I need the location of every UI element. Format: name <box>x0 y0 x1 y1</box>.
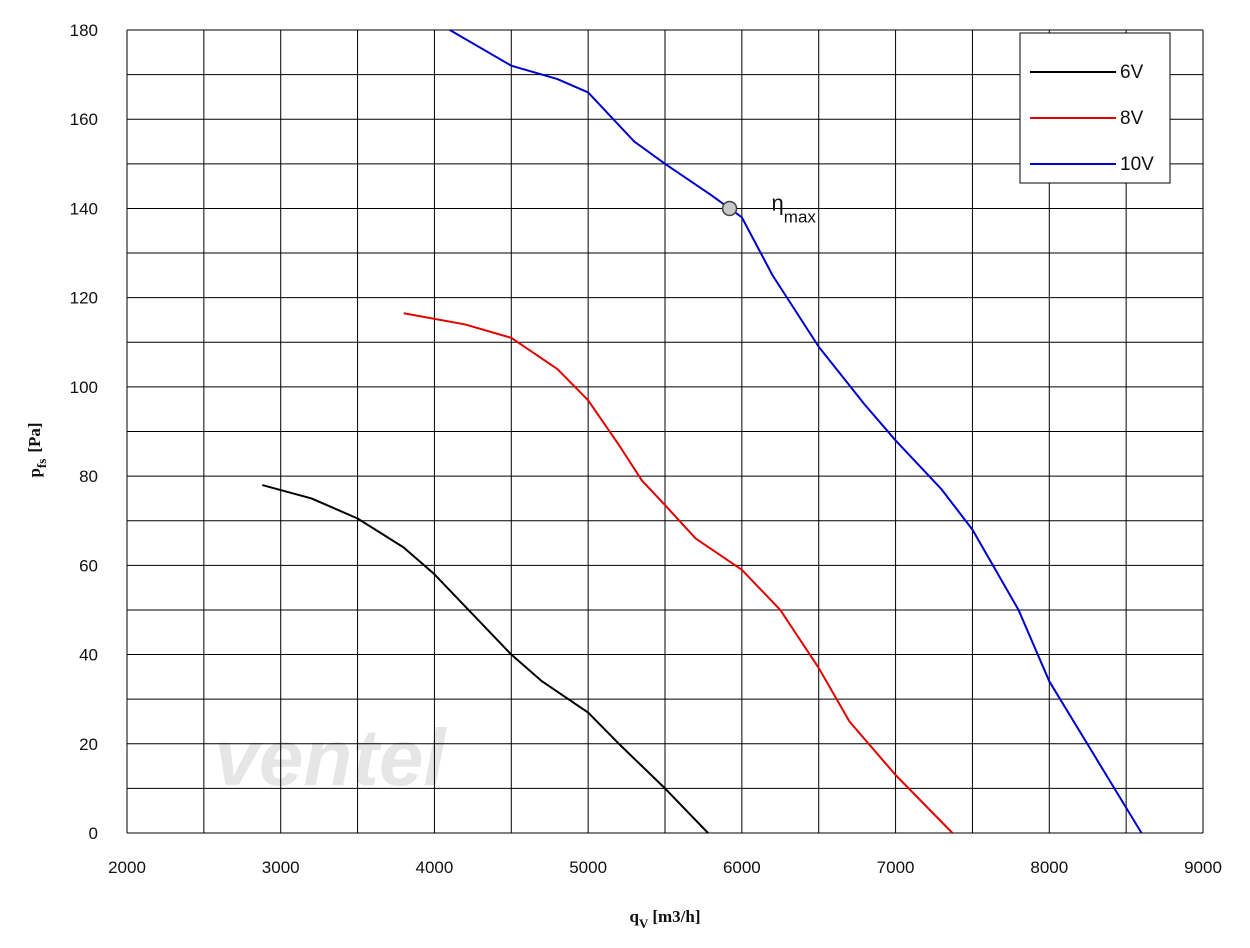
curve <box>262 484 709 834</box>
eta-max-label: ηmax <box>772 190 817 226</box>
y-label-unit: [Pa] <box>25 422 44 452</box>
legend-label: 8V <box>1120 108 1144 129</box>
y-tick-label: 80 <box>79 467 98 486</box>
y-tick-label: 60 <box>79 556 98 575</box>
x-tick-label: 5000 <box>569 858 607 877</box>
x-label-unit: [m3/h] <box>652 907 700 926</box>
x-tick-label: 2000 <box>108 858 146 877</box>
x-tick-label: 7000 <box>877 858 915 877</box>
x-label-sub: V <box>639 916 649 931</box>
legend-label: 10V <box>1120 154 1154 175</box>
y-tick-label: 160 <box>70 110 98 129</box>
eta-symbol: η <box>772 190 784 215</box>
y-tick-label: 120 <box>70 289 98 308</box>
y-tick-label: 0 <box>89 824 98 843</box>
x-label-main: q <box>629 907 639 926</box>
legend-label: 6V <box>1120 62 1144 83</box>
y-axis-label: pfs [Pa] <box>25 422 49 477</box>
y-label-sub: fs <box>34 459 49 468</box>
x-tick-label: 9000 <box>1184 858 1222 877</box>
x-tick-label: 8000 <box>1030 858 1068 877</box>
x-axis-label: qV [m3/h] <box>629 907 700 931</box>
y-tick-label: 180 <box>70 21 98 40</box>
eta-sub: max <box>784 207 817 226</box>
legend-box <box>1019 32 1171 184</box>
x-tick-label: 4000 <box>416 858 454 877</box>
y-label-main: p <box>25 468 44 477</box>
curve <box>449 29 1143 834</box>
y-tick-label: 40 <box>79 646 98 665</box>
y-tick-label: 100 <box>70 378 98 397</box>
watermark: ventel <box>214 713 447 802</box>
eta-max-point <box>721 200 738 217</box>
curve <box>403 312 954 834</box>
y-tick-label: 20 <box>79 735 98 754</box>
x-tick-label: 6000 <box>723 858 761 877</box>
y-tick-label: 140 <box>70 199 98 218</box>
x-tick-label: 3000 <box>262 858 300 877</box>
